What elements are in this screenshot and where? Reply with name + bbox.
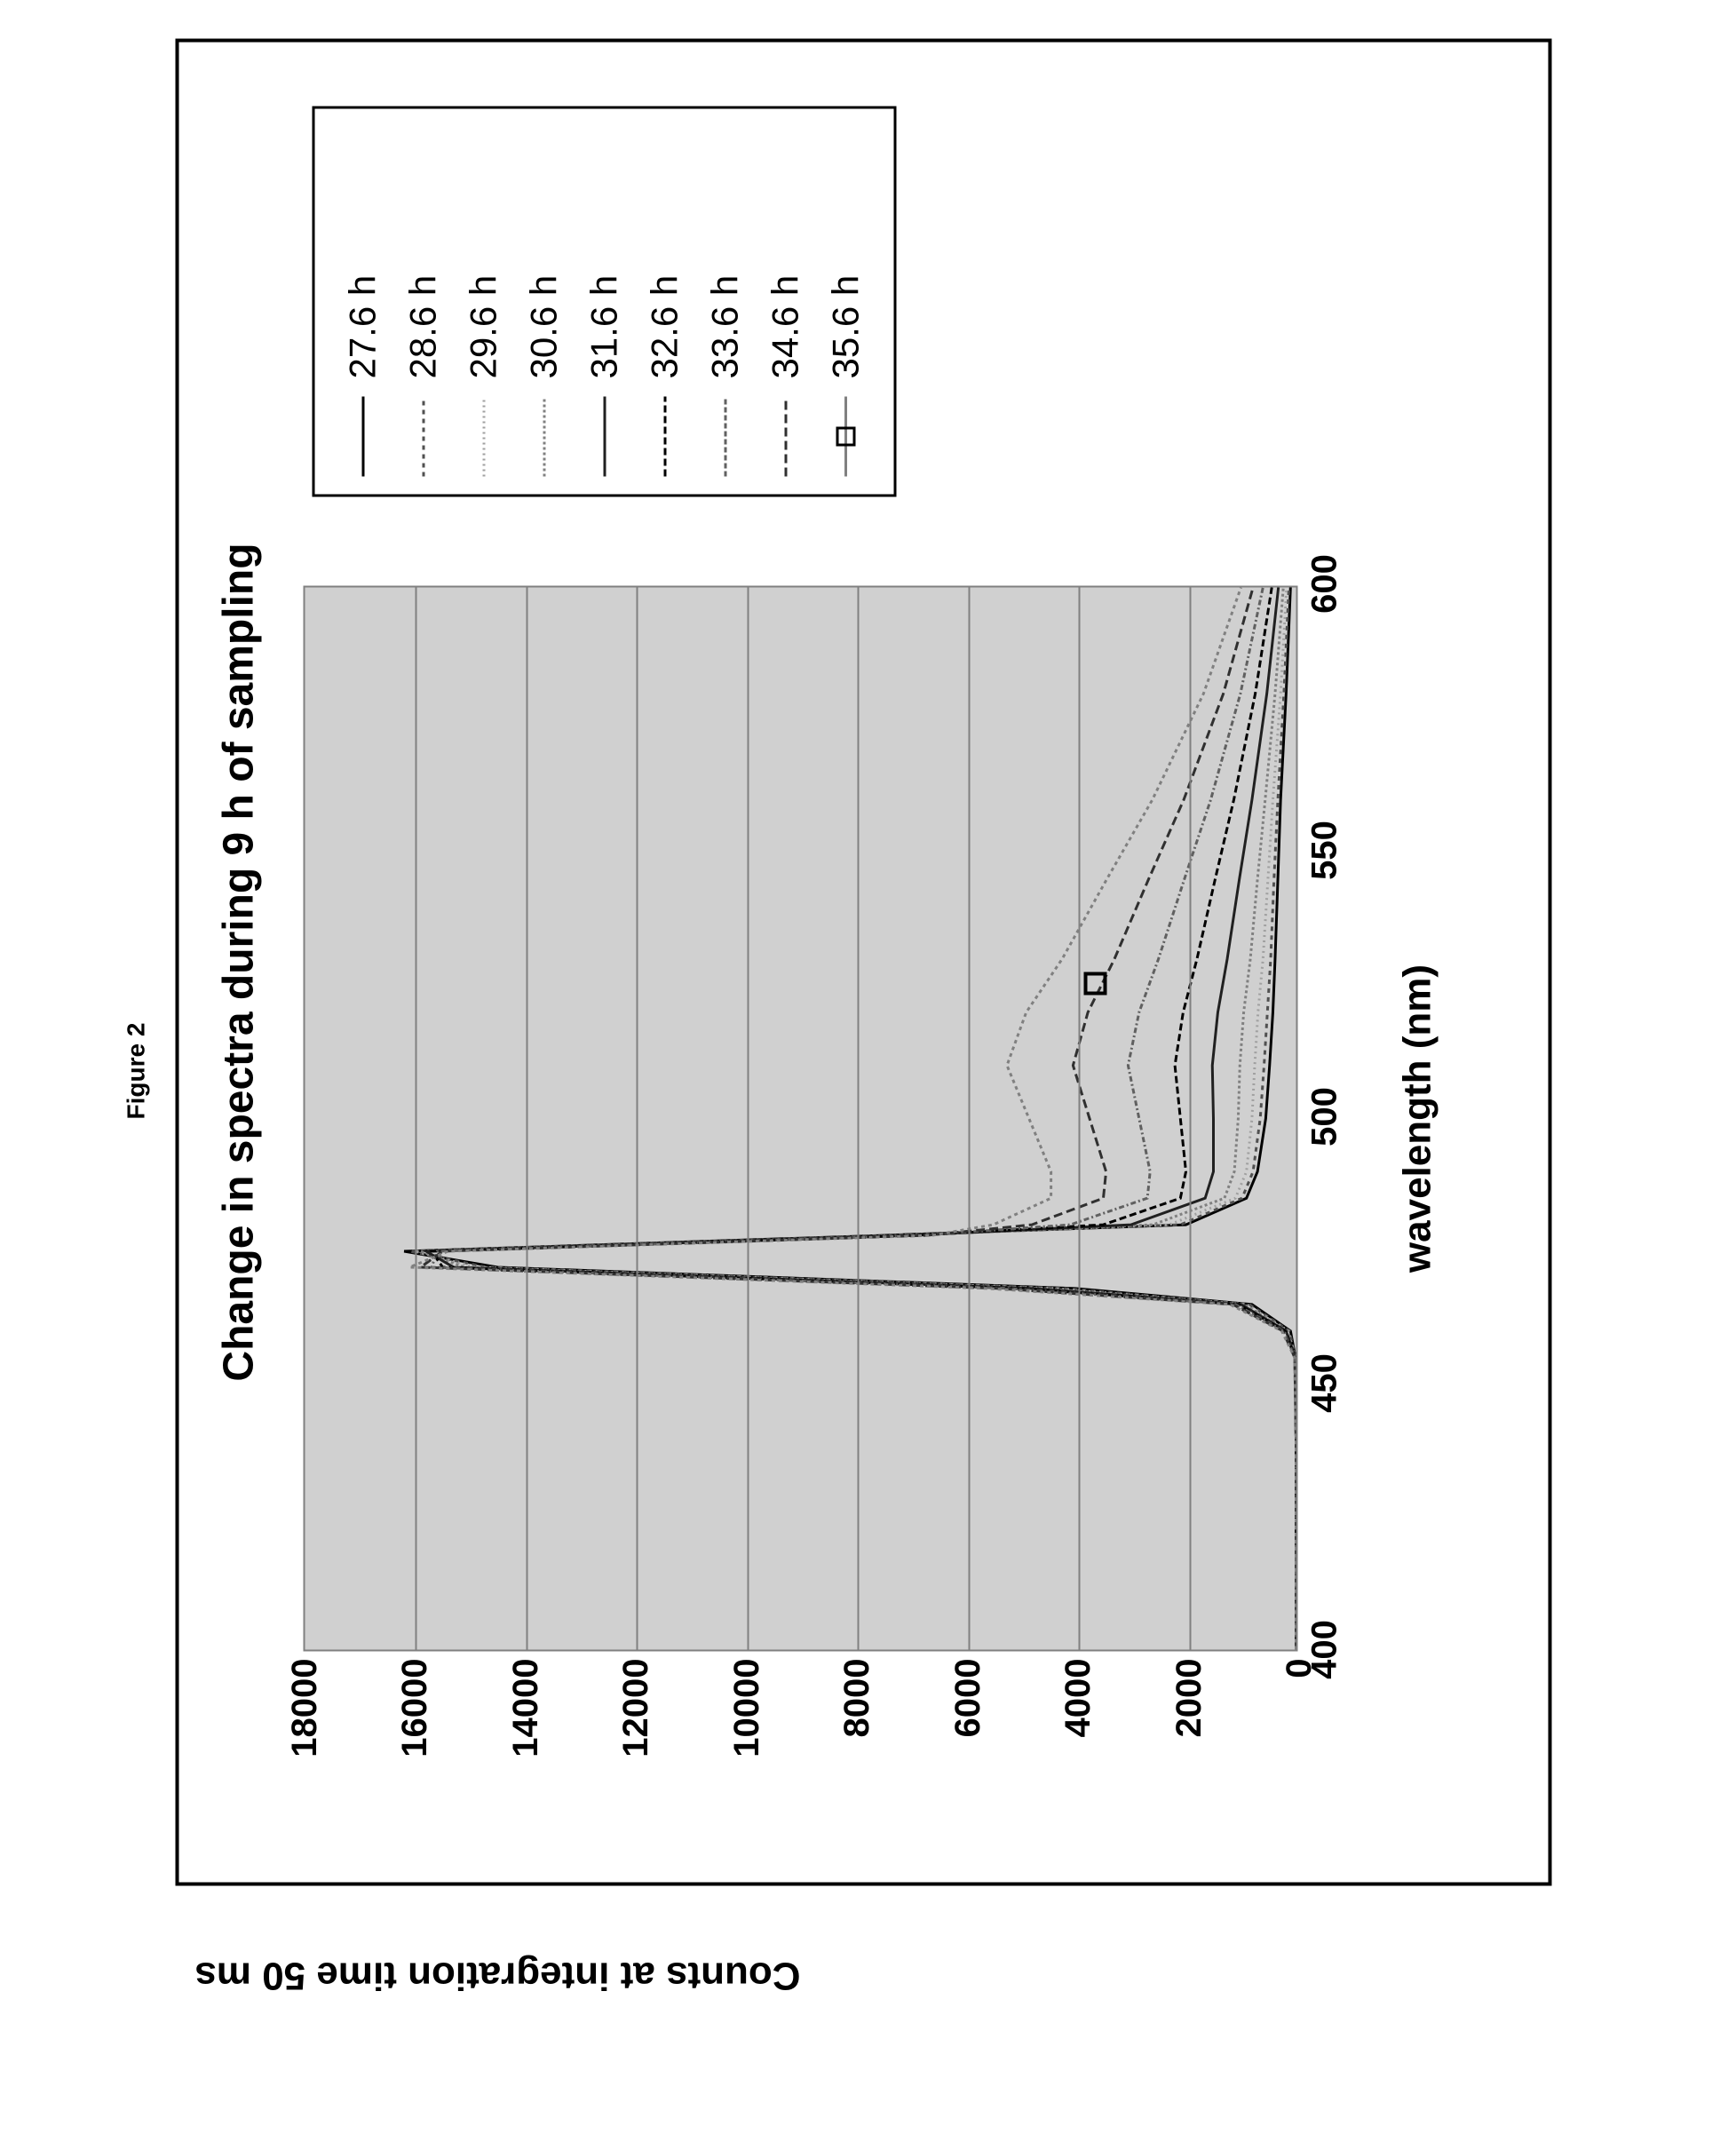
y-axis-label: Counts at integration time 50 ms — [194, 1954, 800, 1998]
gridline — [1079, 588, 1081, 1650]
legend-label: 27.6 h — [342, 275, 384, 379]
series-line — [409, 588, 1296, 1650]
gridline — [416, 588, 417, 1650]
legend-label: 30.6 h — [523, 275, 566, 379]
legend-swatch — [422, 397, 424, 477]
legend-swatch — [361, 397, 364, 477]
figure-number: Figure 2 — [123, 1023, 151, 1120]
gridline — [968, 588, 970, 1650]
y-tick-label: 10000 — [727, 1659, 767, 1757]
legend-swatch — [663, 397, 666, 477]
gridline — [526, 588, 527, 1650]
page-wrapper: Figure 2 Change in spectra during 9 h of… — [0, 18, 1736, 2124]
legend-item: 35.6 h — [816, 127, 876, 477]
legend-swatch — [603, 397, 606, 477]
series-line — [432, 588, 1296, 1650]
x-tick-label: 550 — [1305, 821, 1345, 880]
legend-swatch — [784, 397, 787, 477]
legend-label: 31.6 h — [583, 275, 626, 379]
rotated-figure-container: Figure 2 Change in spectra during 9 h of… — [114, 203, 1623, 1940]
gridline — [1189, 588, 1191, 1650]
legend-item: 28.6 h — [393, 127, 454, 477]
plot-area: 0200040006000800010000120001400016000180… — [304, 586, 1298, 1652]
legend-item: 30.6 h — [514, 127, 575, 477]
legend-label: 28.6 h — [402, 275, 445, 379]
legend-item: 27.6 h — [333, 127, 393, 477]
legend-item: 33.6 h — [695, 127, 756, 477]
series-line — [432, 588, 1296, 1650]
legend-swatch — [836, 397, 856, 477]
legend-label: 34.6 h — [765, 275, 807, 379]
chart-outer-frame: Change in spectra during 9 h of sampling… — [176, 39, 1552, 1886]
y-tick-label: 4000 — [1058, 1659, 1098, 1738]
x-tick-label: 450 — [1305, 1353, 1345, 1413]
legend-swatch — [482, 397, 485, 477]
legend-item: 31.6 h — [575, 127, 635, 477]
chart-legend: 27.6 h 28.6 h 29.6 h 30.6 h 31.6 h 32.6 h 33.6… — [313, 107, 897, 497]
legend-label: 29.6 h — [463, 275, 505, 379]
y-tick-label: 12000 — [616, 1659, 656, 1757]
legend-label: 33.6 h — [704, 275, 747, 379]
legend-label: 35.6 h — [825, 275, 868, 379]
y-tick-label: 14000 — [506, 1659, 546, 1757]
gridline — [637, 588, 638, 1650]
series-line — [426, 588, 1296, 1650]
chart-title: Change in spectra during 9 h of sampling — [215, 43, 264, 1883]
x-tick-label: 400 — [1305, 1620, 1345, 1679]
legend-item: 32.6 h — [635, 127, 695, 477]
legend-label: 32.6 h — [644, 275, 686, 379]
series-line — [416, 588, 1296, 1650]
series-line — [404, 588, 1296, 1650]
legend-item: 29.6 h — [454, 127, 514, 477]
y-tick-label: 2000 — [1169, 1659, 1209, 1738]
y-tick-label: 18000 — [285, 1659, 325, 1757]
series-marker-square — [1083, 972, 1106, 996]
y-tick-label: 6000 — [948, 1659, 988, 1738]
legend-item: 34.6 h — [756, 127, 816, 477]
chart-lines-svg — [305, 588, 1296, 1650]
x-axis-label: wavelength (nm) — [1396, 586, 1440, 1652]
gridline — [858, 588, 860, 1650]
gridline — [747, 588, 749, 1650]
y-tick-label: 16000 — [395, 1659, 435, 1757]
x-tick-label: 500 — [1305, 1087, 1345, 1146]
legend-swatch — [543, 397, 545, 477]
legend-swatch — [724, 397, 726, 477]
x-tick-label: 600 — [1305, 554, 1345, 614]
series-line — [409, 588, 1296, 1650]
y-tick-label: 8000 — [837, 1659, 877, 1738]
